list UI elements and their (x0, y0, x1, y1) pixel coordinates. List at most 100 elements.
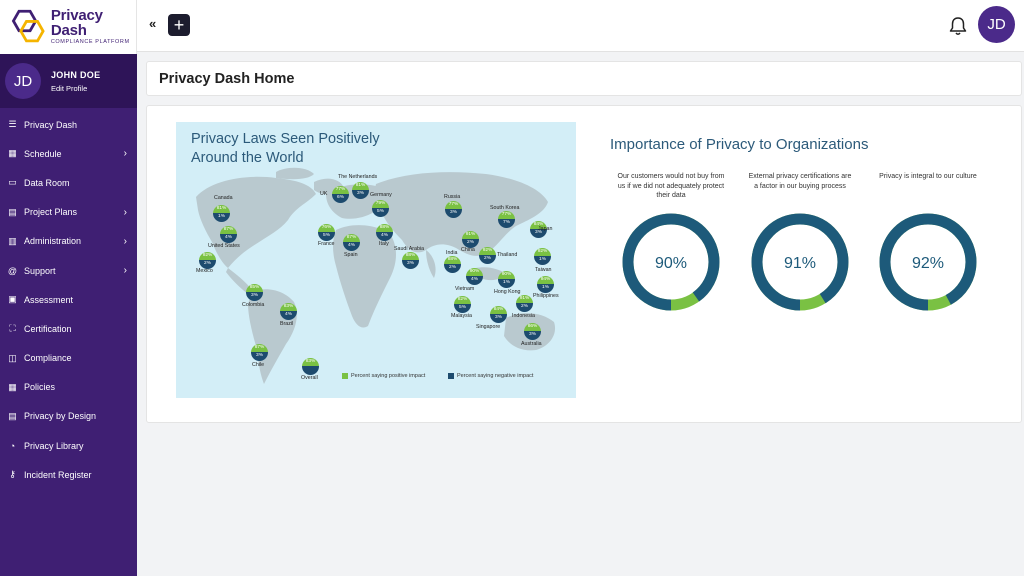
sidebar-item-label: Certification (24, 323, 72, 334)
negative-percent: 4% (343, 242, 360, 251)
map-pin-brazil: 83% 4% (280, 303, 297, 320)
positive-percent: 92% (534, 248, 551, 256)
positive-percent: 81% (352, 182, 369, 190)
negative-percent: 4% (466, 276, 483, 285)
country-label-canada: Canada (214, 195, 233, 201)
certification-icon: ⛶ (9, 323, 16, 334)
sidebar-item-label: Schedule (24, 148, 62, 159)
country-label-australia: Australia (521, 341, 542, 347)
positive-percent: 87% (343, 234, 360, 242)
map-pin-malaysia: 82% 5% (454, 296, 471, 313)
negative-percent: 7% (498, 219, 515, 228)
country-label-chile: Chile (252, 362, 265, 368)
sidebar-item-data-room[interactable]: ▭ Data Room (0, 168, 137, 197)
bell-icon[interactable] (949, 16, 967, 36)
menu-icon: ☰ (8, 119, 17, 130)
calendar-icon: ▦ (8, 148, 17, 159)
sidebar-item-label: Project Plans (24, 207, 78, 218)
positive-percent: 84% (490, 306, 507, 314)
positive-percent: 81% (213, 205, 230, 213)
importance-title: Importance of Privacy to Organizations (610, 136, 869, 153)
sidebar-item-label: Assessment (24, 294, 74, 305)
map-pin-chile: 87% 3% (251, 344, 268, 361)
add-button[interactable]: + (168, 14, 190, 36)
hexagon-logo-icon (11, 9, 45, 43)
profile-name: JOHN DOE (51, 69, 101, 80)
user-avatar[interactable]: JD (978, 6, 1015, 43)
sidebar-item-label: Incident Register (24, 469, 92, 480)
sidebar-item-label: Policies (24, 382, 56, 393)
avatar[interactable]: JD (5, 63, 41, 99)
positive-percent: 87% (251, 344, 268, 352)
positive-percent: 91% (516, 295, 533, 303)
positive-percent: 92% (479, 247, 496, 255)
country-label-mexico: Mexico (196, 268, 213, 274)
map-pin-overall: 83% (302, 358, 319, 375)
positive-percent: 92% (199, 252, 216, 260)
sidebar-item-label: Administration (24, 236, 82, 247)
donut-value-arc (751, 213, 849, 311)
sidebar-item-policies[interactable]: ▦ Policies (0, 373, 137, 402)
sidebar-item-administration[interactable]: ▥ Administration › (0, 227, 137, 256)
map-pin-the-netherlands: 81% 3% (352, 182, 369, 199)
negative-percent: 2% (444, 264, 461, 273)
country-label-malaysia: Malaysia (451, 313, 472, 319)
sidebar-item-privacy-by-design[interactable]: ▤ Privacy by Design (0, 402, 137, 431)
country-label-brazil: Brazil (280, 321, 294, 327)
country-label-philippines: Philippines (533, 293, 559, 299)
map-pin-south-korea: 77% 7% (498, 211, 515, 228)
sidebar-item-label: Privacy by Design (24, 411, 97, 422)
project-icon: ▤ (8, 206, 17, 217)
sidebar-item-support[interactable]: @ Support › (0, 256, 137, 285)
negative-percent: 5% (454, 304, 471, 313)
positive-percent: 90% (466, 268, 483, 276)
legend-positive-label: Percent saying positive impact (351, 373, 426, 379)
sidebar-item-assessment[interactable]: ▣ Assessment (0, 285, 137, 314)
donut-caption: Our customers would not buy from us if w… (617, 173, 725, 199)
map-pin-vietnam: 90% 4% (466, 268, 483, 285)
book-open-icon: ◫ (8, 352, 17, 363)
country-label-the-netherlands: The Netherlands (338, 174, 378, 180)
brand-logo[interactable]: Privacy Dash COMPLIANCE PLATFORM (0, 0, 137, 54)
country-label-taiwan: Taiwan (535, 267, 552, 273)
negative-percent: 1% (213, 213, 230, 222)
sidebar-item-schedule[interactable]: ▦ Schedule › (0, 139, 137, 168)
negative-percent: 2% (479, 255, 496, 264)
map-title-line1: Privacy Laws Seen Positively (191, 131, 380, 147)
map-pin-india: 88% 2% (444, 256, 461, 273)
sidebar-item-privacy-library[interactable]: ◔ Privacy Library (0, 431, 137, 460)
donut-value-arc (879, 213, 977, 311)
sidebar-item-label: Data Room (24, 177, 70, 188)
map-pin-japan: 84% 3% (530, 221, 547, 238)
sidebar-item-project-plans[interactable]: ▤ Project Plans › (0, 198, 137, 227)
legend-negative-label: Percent saying negative impact (457, 373, 534, 379)
sidebar-item-label: Compliance (24, 353, 72, 364)
positive-percent: 83% (302, 358, 319, 366)
map-pin-italy: 88% 4% (376, 224, 393, 241)
sidebar-item-label: Privacy Library (24, 440, 84, 451)
country-label-uk: UK (320, 191, 328, 197)
sidebar-item-certification[interactable]: ⛶ Certification (0, 314, 137, 343)
chevron-right-icon: › (123, 265, 127, 277)
sidebar-item-privacy-dash[interactable]: ☰ Privacy Dash (0, 110, 137, 139)
map-pin-uk: 77% 6% (332, 186, 349, 203)
legend-negative-swatch (448, 373, 454, 379)
folder-icon: ▭ (8, 177, 17, 188)
page-title: Privacy Dash Home (159, 71, 295, 87)
country-label-vietnam: Vietnam (455, 286, 475, 292)
positive-percent: 84% (530, 221, 547, 229)
negative-percent: 3% (402, 260, 419, 269)
negative-percent: 1% (537, 284, 554, 293)
sidebar-item-incident-register[interactable]: ⚷ Incident Register (0, 460, 137, 489)
edit-profile-link[interactable]: Edit Profile (51, 83, 88, 93)
positive-percent: 79% (372, 200, 389, 208)
topbar: « + JD (137, 0, 1024, 52)
negative-percent: 2% (516, 303, 533, 312)
donut-chart-2: External privacy certifications are a fa… (746, 172, 854, 312)
map-pin-thailand: 92% 2% (479, 247, 496, 264)
collapse-sidebar-icon[interactable]: « (149, 16, 157, 31)
donut-value-arc (622, 213, 720, 311)
sidebar-item-compliance[interactable]: ◫ Compliance (0, 344, 137, 373)
negative-percent: 5% (372, 208, 389, 217)
country-label-italy: Italy (379, 241, 389, 247)
